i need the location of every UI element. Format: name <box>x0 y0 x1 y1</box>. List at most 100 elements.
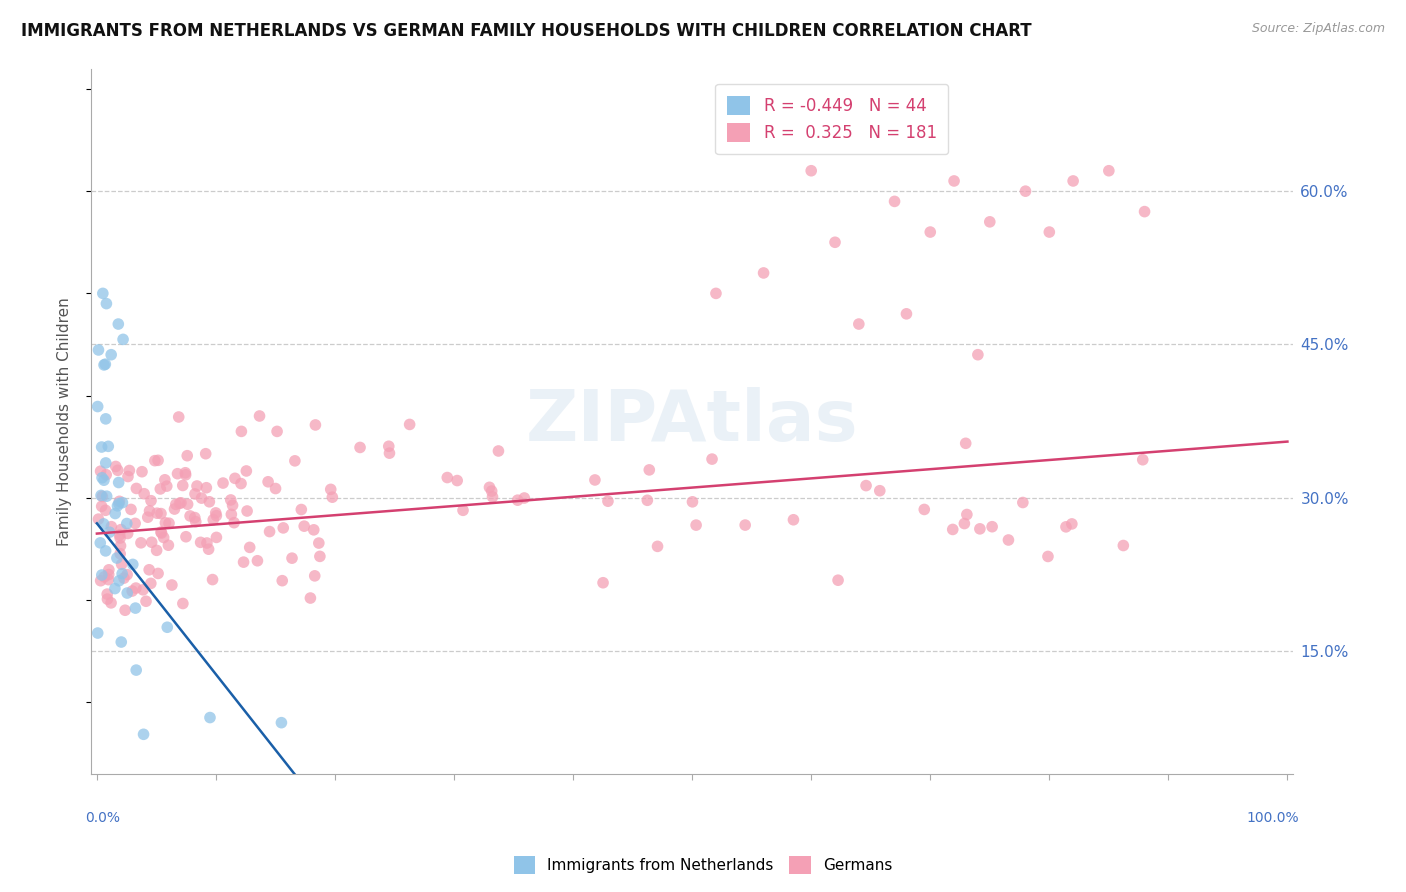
Point <box>1036 549 1059 564</box>
Point <box>96 592 118 607</box>
Point <box>149 482 172 496</box>
Point <box>90 568 112 582</box>
Point <box>1112 539 1135 553</box>
Point <box>309 549 332 564</box>
Point <box>955 436 977 450</box>
Point <box>112 332 135 346</box>
Point <box>979 215 1001 229</box>
Point <box>146 453 169 467</box>
Point <box>138 504 160 518</box>
Point <box>108 574 131 588</box>
Point <box>172 597 194 611</box>
Point <box>91 490 114 504</box>
Point <box>249 409 271 423</box>
Point <box>1060 516 1083 531</box>
Point <box>704 286 727 301</box>
Point <box>205 530 228 544</box>
Point <box>734 518 756 533</box>
Point <box>104 507 127 521</box>
Point <box>592 575 614 590</box>
Point <box>100 596 122 610</box>
Text: 0.0%: 0.0% <box>84 811 120 825</box>
Point <box>114 603 136 617</box>
Point <box>108 496 131 510</box>
Y-axis label: Family Households with Children: Family Households with Children <box>58 297 72 546</box>
Point <box>152 531 174 545</box>
Point <box>700 452 723 467</box>
Point <box>139 576 162 591</box>
Point <box>120 502 142 516</box>
Point <box>202 513 225 527</box>
Point <box>176 497 198 511</box>
Point <box>145 543 167 558</box>
Point <box>481 484 503 499</box>
Point <box>117 526 139 541</box>
Point <box>100 348 122 362</box>
Point <box>93 358 115 372</box>
Point <box>110 558 132 572</box>
Point <box>236 504 259 518</box>
Point <box>239 541 262 555</box>
Point <box>259 524 281 539</box>
Point <box>943 174 966 188</box>
Point <box>96 296 118 310</box>
Point <box>638 463 661 477</box>
Point <box>96 489 118 503</box>
Point <box>108 547 131 561</box>
Point <box>91 286 114 301</box>
Point <box>115 516 138 531</box>
Point <box>292 519 315 533</box>
Point <box>172 478 194 492</box>
Point <box>232 555 254 569</box>
Point <box>1062 174 1084 188</box>
Point <box>112 571 135 585</box>
Point <box>87 626 110 640</box>
Point <box>349 441 371 455</box>
Point <box>1011 495 1033 509</box>
Point <box>636 493 658 508</box>
Point <box>190 535 212 549</box>
Point <box>266 425 288 439</box>
Point <box>257 475 280 489</box>
Point <box>284 454 307 468</box>
Point <box>124 516 146 531</box>
Point <box>156 479 179 493</box>
Point <box>205 508 228 523</box>
Point <box>451 503 474 517</box>
Point <box>883 194 905 209</box>
Point <box>174 466 197 480</box>
Point <box>111 566 134 581</box>
Point <box>942 523 965 537</box>
Point <box>110 539 132 553</box>
Point <box>90 488 112 502</box>
Legend: R = -0.449   N = 44, R =  0.325   N = 181: R = -0.449 N = 44, R = 0.325 N = 181 <box>716 84 949 154</box>
Point <box>184 487 207 501</box>
Point <box>1054 520 1077 534</box>
Point <box>956 508 979 522</box>
Point <box>87 343 110 357</box>
Legend: Immigrants from Netherlands, Germans: Immigrants from Netherlands, Germans <box>508 850 898 880</box>
Point <box>212 476 235 491</box>
Point <box>107 317 129 331</box>
Point <box>94 456 117 470</box>
Point <box>107 499 129 513</box>
Text: IMMIGRANTS FROM NETHERLANDS VS GERMAN FAMILY HOUSEHOLDS WITH CHILDREN CORRELATIO: IMMIGRANTS FROM NETHERLANDS VS GERMAN FA… <box>21 22 1032 40</box>
Point <box>87 512 110 526</box>
Point <box>90 500 112 514</box>
Point <box>782 513 804 527</box>
Point <box>121 584 143 599</box>
Point <box>91 471 114 485</box>
Point <box>398 417 420 432</box>
Point <box>136 510 159 524</box>
Point <box>149 525 172 540</box>
Point <box>149 507 172 521</box>
Point <box>170 496 193 510</box>
Point <box>97 567 120 582</box>
Point <box>108 528 131 542</box>
Point <box>186 479 208 493</box>
Point <box>104 582 127 596</box>
Point <box>222 516 245 530</box>
Point <box>176 449 198 463</box>
Point <box>319 483 342 497</box>
Point <box>94 503 117 517</box>
